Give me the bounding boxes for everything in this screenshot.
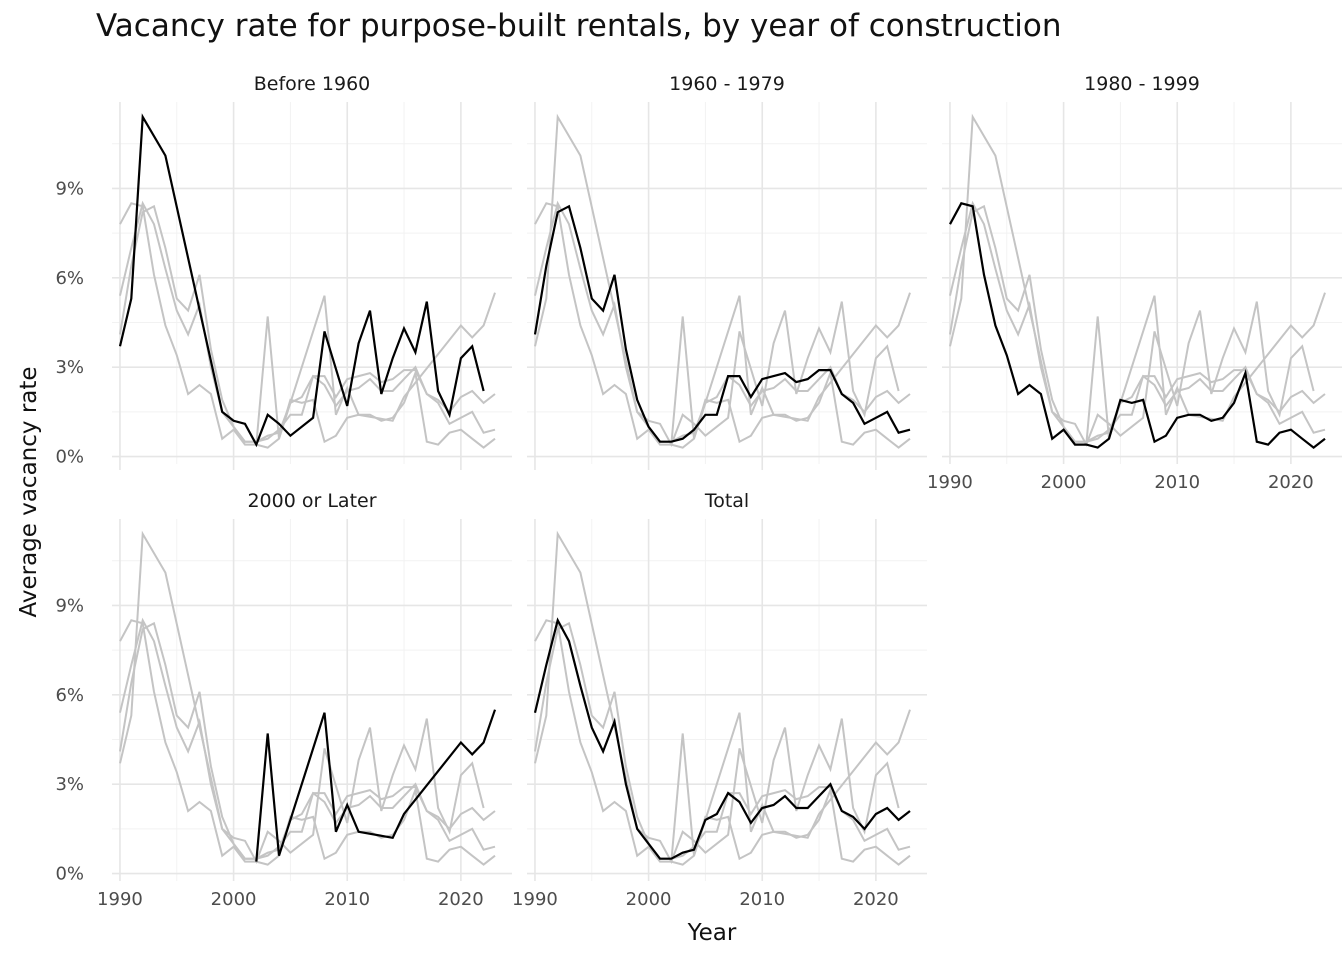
context-line-1960-1979	[119, 621, 496, 860]
panel-title: 1960 - 1979	[669, 73, 785, 95]
y-tick-label: 6%	[55, 685, 84, 706]
context-line-1980-1999	[119, 202, 496, 449]
x-tick-label: 2000	[626, 889, 672, 910]
y-axis-title: Average vacancy rate	[16, 366, 42, 617]
context-line-total	[119, 200, 496, 443]
y-tick-label: 0%	[55, 447, 84, 468]
context-line-total	[119, 617, 496, 860]
context-line-1960-1979	[534, 621, 911, 860]
x-tick-label: 2010	[1154, 472, 1200, 493]
series-line-2000-or-later	[255, 709, 497, 862]
y-tick-label: 6%	[55, 268, 84, 289]
context-line-1960-1979	[119, 204, 496, 443]
context-line-1980-1999	[534, 202, 911, 449]
panel-title: 2000 or Later	[247, 490, 376, 512]
x-tick-label: 1990	[512, 889, 558, 910]
x-tick-label: 2020	[853, 889, 899, 910]
y-tick-label: 9%	[55, 595, 84, 616]
x-tick-label: 2010	[324, 889, 370, 910]
context-line-1980-1999	[534, 619, 911, 866]
series-line-1980-1999	[949, 202, 1326, 449]
context-line-total	[534, 200, 911, 443]
panel-1980-1999: 1980 - 1999 1990 2000 2010 2020	[927, 73, 1342, 493]
panel-title: Before 1960	[254, 73, 371, 95]
x-tick-label: 2000	[1041, 472, 1087, 493]
x-tick-label: 1990	[927, 472, 973, 493]
series-line-1960-1979	[533, 204, 911, 443]
y-tick-label: 9%	[55, 178, 84, 199]
chart-title: Vacancy rate for purpose-built rentals, …	[96, 8, 1062, 44]
panel-title: 1980 - 1999	[1084, 73, 1200, 95]
x-tick-label: 2000	[211, 889, 257, 910]
context-line-2000-or-later	[670, 709, 911, 862]
series-line-total	[533, 617, 911, 860]
x-tick-label: 1990	[97, 889, 143, 910]
context-line-2000-or-later	[255, 292, 496, 445]
context-line-1980-1999	[119, 619, 496, 866]
x-tick-label: 2010	[739, 889, 785, 910]
context-line-total	[949, 200, 1326, 443]
x-axis-title: Year	[687, 920, 737, 946]
y-tick-label: 0%	[55, 864, 84, 885]
context-line-1960-1979	[949, 204, 1326, 443]
series-line-before-1960	[118, 113, 485, 448]
x-tick-label: 2020	[438, 889, 484, 910]
panel-total: Total 1990 2000 2010 2020	[512, 490, 927, 910]
context-line-2000-or-later	[670, 292, 911, 445]
panel-2000-or-later: 2000 or Later 0% 3% 6% 9% 1990 2000 2010 2020	[55, 490, 512, 910]
panel-1960-1979: 1960 - 1979	[527, 73, 927, 470]
y-tick-label: 3%	[55, 774, 84, 795]
y-tick-label: 3%	[55, 357, 84, 378]
panel-title: Total	[704, 490, 749, 512]
panel-before-1960: Before 1960 0% 3% 6% 9%	[55, 73, 512, 470]
x-tick-label: 2020	[1268, 472, 1314, 493]
